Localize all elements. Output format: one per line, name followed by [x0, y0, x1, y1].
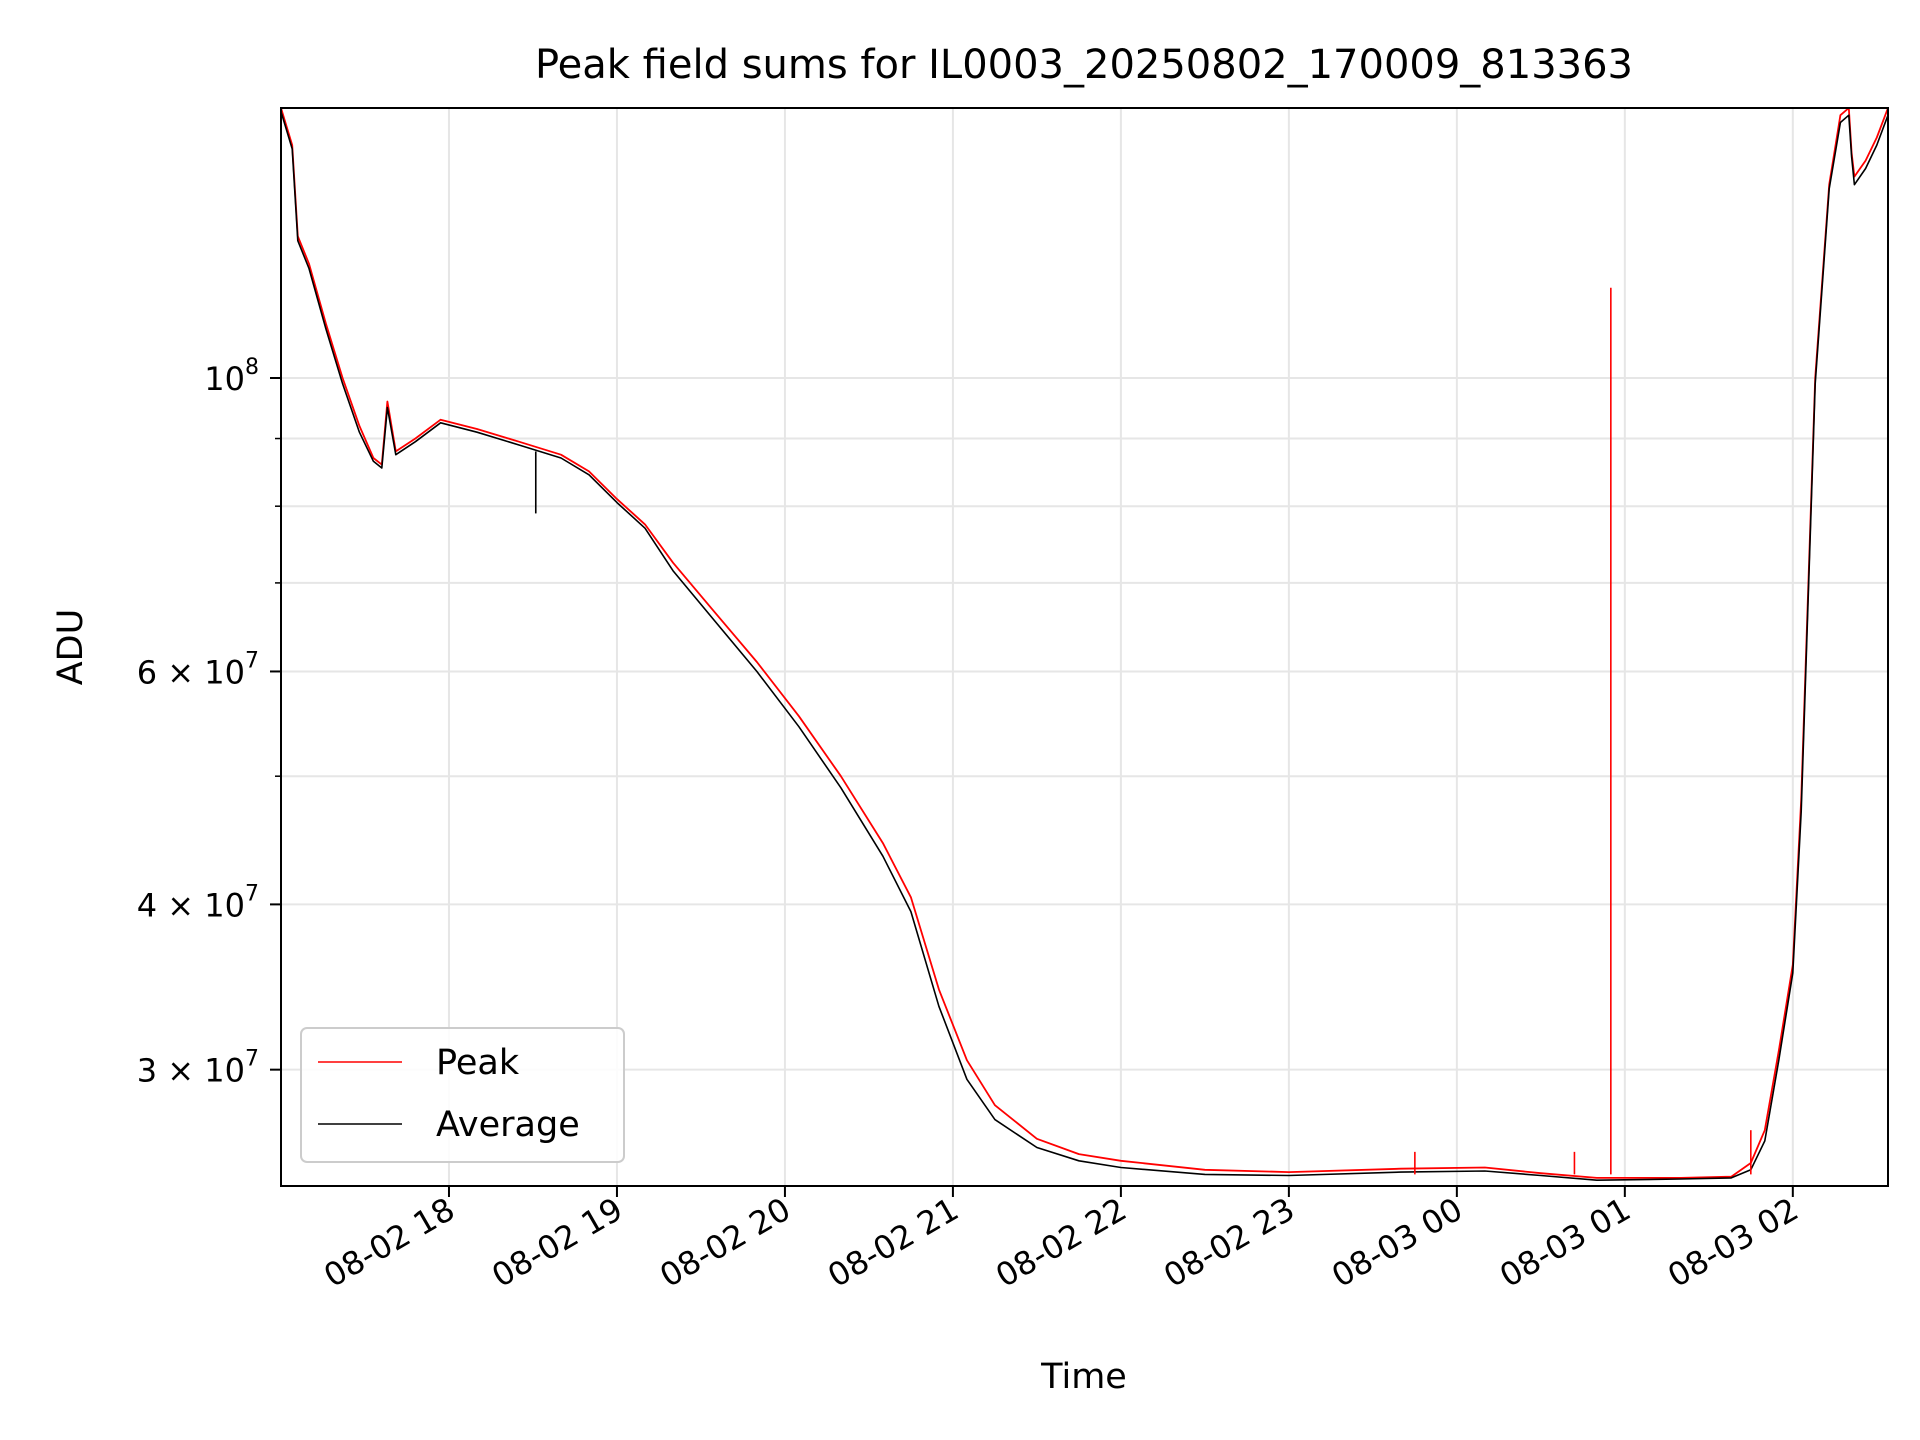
- series-layer: [281, 108, 1888, 1181]
- y-axis-label: ADU: [51, 609, 91, 686]
- grid: [281, 108, 1888, 1186]
- x-axis-label: Time: [1040, 1357, 1127, 1397]
- y-tick-label: 3 × 107: [137, 1047, 259, 1090]
- y-tick-label: 6 × 107: [137, 648, 259, 691]
- legend-label-peak: Peak: [436, 1043, 520, 1083]
- y-tick-label: 4 × 107: [137, 881, 259, 924]
- legend: Peak Average: [300, 1027, 625, 1163]
- y-tick-label: 108: [204, 355, 259, 398]
- chart-title: Peak field sums for IL0003_20250802_1700…: [535, 42, 1633, 88]
- legend-label-average: Average: [436, 1105, 580, 1145]
- series-line-average: [281, 111, 1888, 1181]
- plot-frame: [280, 107, 1889, 1187]
